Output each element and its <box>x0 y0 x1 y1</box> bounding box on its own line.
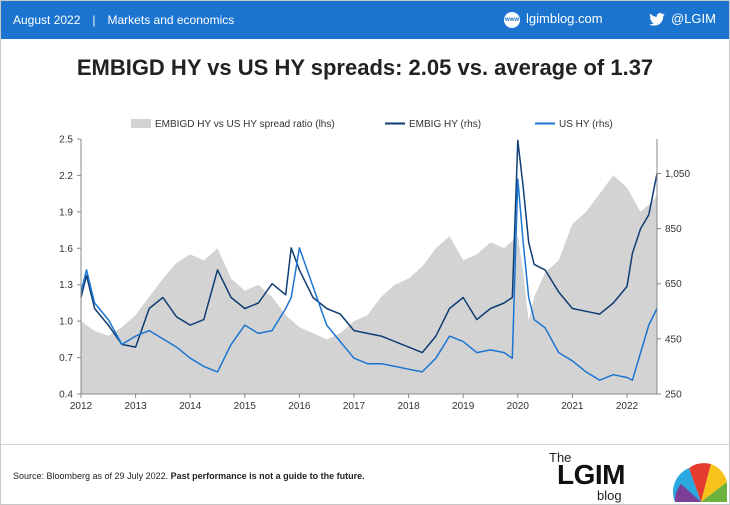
x-tick-label: 2016 <box>288 401 311 411</box>
lgim-blog-logo: The LGIM blog <box>549 450 729 504</box>
logo-blog: blog <box>597 488 622 503</box>
x-tick-label: 2019 <box>452 401 475 411</box>
series-area-ratio <box>81 175 657 394</box>
umbrella-logo-icon <box>673 463 727 502</box>
legend-swatch-area <box>131 119 151 128</box>
header-section: Markets and economics <box>107 13 235 27</box>
x-tick-label: 2021 <box>561 401 584 411</box>
site-label: lgimblog.com <box>526 11 603 26</box>
chart-svg: 0.4 0.7 1.0 1.3 1.6 1.9 2.2 2.5 250 450 650 850 1,05… <box>59 119 690 411</box>
x-tick-label: 2020 <box>507 401 530 411</box>
left-tick-label: 1.9 <box>59 207 73 218</box>
twitter-link[interactable]: @LGIM <box>649 11 716 26</box>
right-tick-label: 250 <box>665 390 682 401</box>
left-tick-label: 1.6 <box>59 244 73 255</box>
left-tick-label: 1.3 <box>59 280 73 291</box>
site-link[interactable]: www lgimblog.com <box>504 11 603 28</box>
header-date: August 2022 <box>13 13 81 27</box>
left-tick-label: 1.0 <box>59 317 73 328</box>
disclaimer-text: Past performance is not a guide to the f… <box>170 471 365 481</box>
right-tick-label: 450 <box>665 334 682 345</box>
header-separator: | <box>92 13 96 27</box>
header-bar: August 2022 | Markets and economics www lgi… <box>1 1 729 39</box>
series-line-1 <box>80 139 658 354</box>
source-note: Source: Bloomberg as of 29 July 2022. Pa… <box>13 471 365 481</box>
source-text: Source: Bloomberg as of 29 July 2022. <box>13 471 171 481</box>
right-tick-label: 850 <box>665 224 682 235</box>
x-tick-label: 2018 <box>397 401 420 411</box>
right-tick-label: 1,050 <box>665 169 690 180</box>
left-tick-label: 2.2 <box>59 171 73 182</box>
legend-label: EMBIG HY (rhs) <box>409 119 481 130</box>
x-tick-label: 2015 <box>234 401 257 411</box>
chart-title: EMBIGD HY vs US HY spreads: 2.05 vs. ave… <box>76 55 654 80</box>
x-tick-label: 2014 <box>179 401 202 411</box>
right-tick-label: 650 <box>665 279 682 290</box>
left-tick-label: 2.5 <box>59 135 73 146</box>
twitter-handle: @LGIM <box>671 11 716 26</box>
x-tick-label: 2013 <box>124 401 147 411</box>
x-tick-label: 2012 <box>70 401 93 411</box>
x-tick-label: 2022 <box>616 401 639 411</box>
twitter-bird-icon <box>649 13 665 26</box>
logo-the: The <box>549 450 572 465</box>
legend-label: US HY (rhs) <box>559 119 613 130</box>
logo-lgim: LGIM <box>557 459 626 490</box>
x-tick-label: 2017 <box>343 401 366 411</box>
left-tick-label: 0.4 <box>59 390 73 401</box>
left-tick-label: 0.7 <box>59 353 73 364</box>
header-left: August 2022 | Markets and economics <box>13 13 234 27</box>
footer-divider <box>1 444 729 445</box>
globe-www-icon: www <box>504 11 520 28</box>
legend-label: EMBIGD HY vs US HY spread ratio (lhs) <box>155 119 335 130</box>
series-line-2 <box>80 178 658 381</box>
